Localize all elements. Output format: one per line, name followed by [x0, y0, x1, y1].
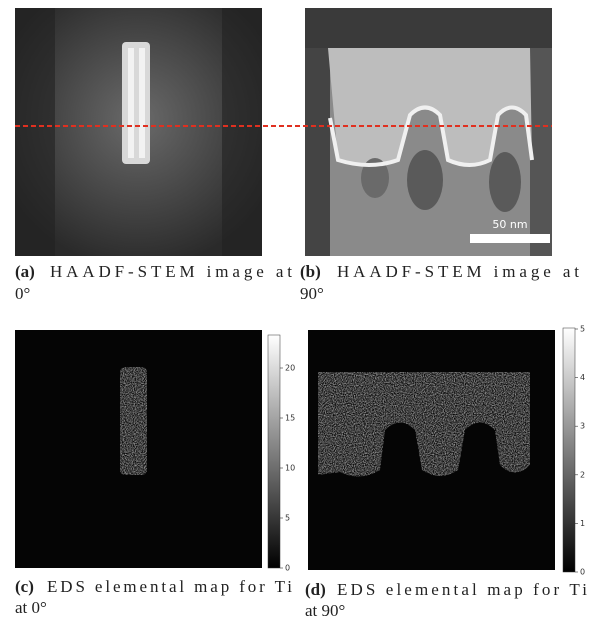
caption-line: at 90°	[305, 601, 345, 620]
colorbar-tick-label: 3	[580, 422, 585, 431]
panel-label: (d)	[305, 580, 326, 599]
figure: 50 nm (a) HAADF-STEM image at 0° (b) HAA…	[0, 0, 594, 620]
caption: EDS elemental map for Ti	[47, 577, 292, 596]
colorbar-tick-label: 5	[580, 325, 585, 334]
panel-label: (c)	[15, 577, 34, 596]
image-c	[15, 330, 280, 568]
colorbar-tick-label: 2	[580, 470, 585, 479]
image-a	[15, 8, 262, 256]
image-d	[308, 328, 575, 572]
caption-line: at 0°	[15, 598, 47, 617]
caption-line: 90°	[300, 284, 324, 303]
colorbar-tick-label: 4	[580, 373, 585, 382]
panel-label: (a)	[15, 262, 35, 281]
image-b: 50 nm	[305, 8, 552, 256]
colorbar-tick-label: 10	[285, 464, 295, 473]
caption: HAADF-STEM image at	[50, 262, 292, 281]
colorbar-tick-label: 0	[285, 564, 290, 573]
scale-bar-label: 50 nm	[492, 218, 527, 231]
panel-label: (b)	[300, 262, 321, 281]
colorbar-tick-label: 20	[285, 364, 295, 373]
caption: EDS elemental map for Ti	[337, 580, 587, 599]
caption: HAADF-STEM image at	[337, 262, 579, 281]
caption-line: 0°	[15, 284, 30, 303]
colorbar-tick-label: 15	[285, 414, 295, 423]
colorbar-tick-label: 5	[285, 514, 290, 523]
colorbar-tick-label: 1	[580, 519, 585, 528]
colorbar-tick-label: 0	[580, 568, 585, 577]
